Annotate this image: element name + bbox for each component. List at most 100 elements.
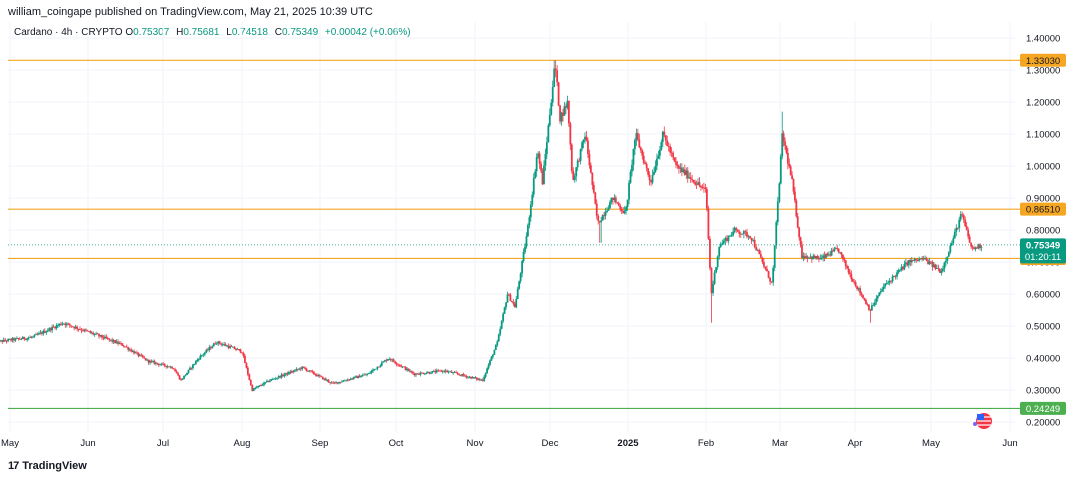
candle[interactable]	[931, 260, 934, 271]
candle[interactable]	[697, 178, 699, 186]
candle[interactable]	[688, 172, 691, 179]
candle[interactable]	[62, 322, 65, 325]
candle[interactable]	[344, 379, 346, 382]
candle[interactable]	[310, 370, 312, 373]
candle[interactable]	[218, 340, 221, 345]
candle[interactable]	[822, 253, 825, 262]
candle[interactable]	[383, 359, 386, 363]
candle[interactable]	[839, 252, 841, 255]
candle[interactable]	[175, 369, 178, 374]
candle[interactable]	[946, 256, 949, 265]
candle[interactable]	[487, 363, 490, 370]
candle[interactable]	[349, 377, 352, 381]
candle[interactable]	[595, 199, 598, 220]
candle[interactable]	[370, 369, 373, 375]
candle[interactable]	[557, 81, 560, 107]
candle[interactable]	[437, 368, 440, 372]
candle[interactable]	[623, 206, 626, 215]
candle[interactable]	[591, 172, 594, 190]
candle[interactable]	[682, 167, 685, 174]
candle[interactable]	[698, 177, 701, 188]
candle[interactable]	[235, 348, 237, 352]
candle[interactable]	[77, 328, 80, 332]
candle[interactable]	[641, 148, 644, 160]
candle[interactable]	[121, 342, 124, 347]
candle[interactable]	[752, 238, 755, 242]
candle[interactable]	[321, 376, 324, 380]
candlesticks[interactable]	[0, 60, 983, 392]
candle[interactable]	[802, 252, 805, 262]
candle[interactable]	[849, 269, 851, 278]
candle[interactable]	[967, 227, 970, 240]
candle[interactable]	[109, 339, 112, 342]
symbol-name[interactable]: Cardano · 4h · CRYPTO	[14, 27, 123, 38]
candle[interactable]	[38, 331, 40, 336]
candle[interactable]	[658, 146, 661, 160]
candle[interactable]	[538, 151, 541, 169]
candle[interactable]	[678, 164, 680, 174]
candle[interactable]	[360, 375, 363, 378]
candle[interactable]	[806, 255, 809, 263]
candle[interactable]	[486, 367, 488, 374]
candle[interactable]	[224, 342, 227, 347]
candle[interactable]	[554, 60, 557, 78]
candle[interactable]	[416, 372, 419, 375]
candle[interactable]	[937, 264, 940, 272]
candle[interactable]	[40, 330, 43, 336]
candle[interactable]	[14, 337, 17, 342]
candle[interactable]	[70, 325, 73, 329]
candle[interactable]	[149, 359, 151, 365]
candle[interactable]	[197, 357, 200, 362]
candle[interactable]	[922, 255, 925, 261]
candle[interactable]	[795, 198, 798, 218]
candle[interactable]	[8, 338, 11, 340]
candle[interactable]	[61, 321, 64, 326]
candle[interactable]	[921, 255, 924, 262]
candle[interactable]	[413, 372, 416, 377]
candle[interactable]	[230, 344, 233, 348]
candle[interactable]	[51, 324, 54, 334]
candle[interactable]	[99, 334, 102, 338]
candle[interactable]	[16, 336, 18, 339]
candle[interactable]	[181, 378, 184, 381]
candle[interactable]	[153, 359, 156, 365]
candle[interactable]	[418, 372, 420, 375]
candle[interactable]	[326, 379, 329, 382]
candle[interactable]	[666, 135, 669, 147]
candle[interactable]	[160, 362, 163, 366]
candle[interactable]	[101, 334, 103, 340]
candle[interactable]	[818, 255, 820, 263]
candle[interactable]	[366, 373, 368, 377]
candle[interactable]	[805, 253, 808, 259]
candle[interactable]	[686, 167, 689, 183]
candle[interactable]	[271, 377, 274, 381]
candle[interactable]	[166, 364, 169, 369]
candle[interactable]	[438, 370, 441, 372]
candle[interactable]	[941, 265, 944, 273]
candle[interactable]	[302, 366, 305, 369]
candle[interactable]	[394, 360, 397, 365]
candle[interactable]	[968, 233, 971, 244]
candle[interactable]	[947, 251, 950, 257]
candle[interactable]	[296, 368, 299, 372]
candle[interactable]	[879, 288, 882, 295]
candle[interactable]	[122, 344, 125, 348]
candle[interactable]	[478, 377, 481, 382]
candle[interactable]	[317, 373, 320, 378]
candle[interactable]	[578, 157, 581, 163]
candle[interactable]	[953, 228, 956, 239]
candle[interactable]	[794, 186, 796, 203]
candle[interactable]	[597, 214, 600, 225]
candle[interactable]	[815, 255, 817, 261]
candle[interactable]	[844, 260, 847, 270]
candle[interactable]	[974, 246, 977, 252]
candle[interactable]	[400, 364, 402, 368]
candle[interactable]	[691, 174, 694, 183]
candle[interactable]	[906, 260, 909, 267]
candle[interactable]	[729, 234, 731, 237]
candle[interactable]	[494, 344, 497, 351]
candle[interactable]	[42, 329, 45, 336]
candle[interactable]	[545, 136, 548, 159]
candle[interactable]	[515, 296, 518, 309]
candle[interactable]	[891, 274, 894, 284]
